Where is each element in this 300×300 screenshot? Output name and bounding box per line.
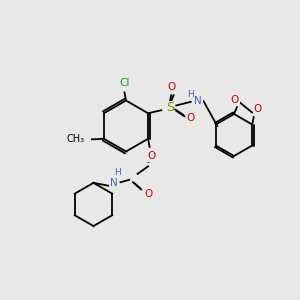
Text: O: O <box>186 113 194 123</box>
Text: O: O <box>147 151 155 161</box>
Text: O: O <box>167 82 175 92</box>
Text: O: O <box>231 94 239 105</box>
Text: Cl: Cl <box>119 78 130 88</box>
Text: H: H <box>187 90 194 99</box>
Text: S: S <box>166 101 174 114</box>
Text: O: O <box>253 104 261 115</box>
Text: CH₃: CH₃ <box>66 134 84 144</box>
Text: N: N <box>194 96 202 106</box>
Text: H: H <box>114 168 121 177</box>
Text: N: N <box>110 178 118 188</box>
Text: O: O <box>145 189 153 199</box>
